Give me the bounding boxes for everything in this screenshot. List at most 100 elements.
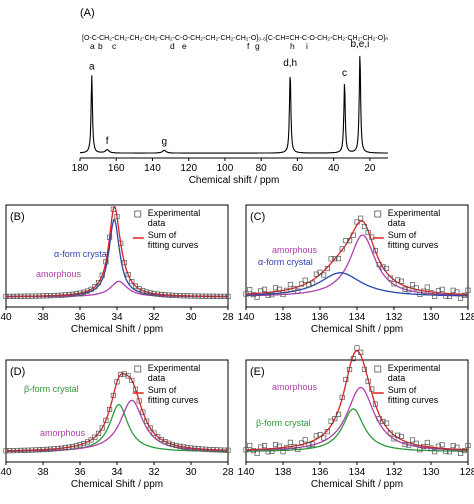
- experimental-point: [269, 292, 275, 298]
- experimental-point: [210, 293, 216, 299]
- plot-frame: [5, 359, 229, 463]
- sum-curve: [6, 373, 229, 452]
- x-axis-title: Chemical shift / ppm: [189, 175, 280, 186]
- x-tick-label: 30: [185, 467, 197, 478]
- peak-label: d,h: [283, 58, 297, 69]
- experimental-point: [118, 371, 124, 378]
- experimental-point: [295, 288, 301, 294]
- experimental-point: [7, 293, 13, 299]
- formula-text: [O-C-CH₂-CH₂-CH₂-CH₂-CH₂-C-O-CH₂-CH₂-CH₂…: [82, 33, 388, 42]
- experimental-point: [181, 293, 187, 299]
- experimental-point: [125, 271, 131, 278]
- panel-a: (A)af gd,hcb,e,i[O-C-CH₂-CH₂-CH₂-CH₂-CH₂-…: [72, 7, 388, 186]
- x-tick-label: 80: [256, 163, 268, 174]
- experimental-point: [44, 293, 50, 299]
- experimental-point: [380, 418, 386, 424]
- legend-marker-experimental: [134, 365, 142, 373]
- x-tick-label: 28: [222, 312, 234, 323]
- experimental-point: [243, 291, 249, 297]
- x-tick-label: 138: [275, 467, 292, 478]
- experimental-point: [25, 293, 31, 299]
- experimental-point: [107, 406, 113, 413]
- experimental-point: [18, 447, 24, 453]
- experimental-point: [354, 345, 360, 351]
- experimental-point: [177, 293, 183, 299]
- experimental-point: [350, 356, 356, 362]
- experimental-point: [118, 240, 124, 246]
- experimental-point: [269, 448, 275, 454]
- experimental-point: [147, 290, 153, 296]
- experimental-point: [358, 215, 364, 221]
- experimental-point: [73, 291, 79, 297]
- formula-label: c: [112, 41, 117, 51]
- experimental-point: [177, 443, 183, 449]
- x-tick-label: 140: [238, 312, 255, 323]
- x-tick-label: 140: [144, 163, 161, 174]
- experimental-point: [280, 449, 286, 455]
- x-axis-title: Chemical Shift / ppm: [311, 479, 403, 490]
- experimental-point: [328, 256, 334, 262]
- legend-text: data: [148, 218, 166, 228]
- experimental-point: [302, 437, 308, 443]
- experimental-point: [147, 425, 153, 431]
- experimental-point: [95, 279, 102, 286]
- x-tick-label: 140: [238, 467, 255, 478]
- peak-label: f: [106, 136, 109, 147]
- curve-annotation: β-form crystal: [256, 418, 311, 428]
- experimental-point: [276, 443, 282, 449]
- experimental-point: [10, 293, 16, 299]
- experimental-point: [70, 291, 76, 297]
- experimental-point: [421, 443, 427, 450]
- experimental-point: [261, 286, 268, 292]
- experimental-point: [287, 439, 293, 445]
- x-tick-label: 36: [74, 467, 86, 478]
- experimental-point: [435, 288, 441, 294]
- experimental-point: [317, 269, 323, 275]
- experimental-point: [14, 447, 20, 454]
- experimental-point: [199, 446, 205, 452]
- experimental-point: [81, 289, 87, 295]
- experimental-point: [391, 281, 397, 287]
- experimental-point: [280, 291, 286, 298]
- experimental-point: [155, 434, 161, 440]
- experimental-point: [166, 440, 172, 446]
- experimental-point: [417, 447, 423, 453]
- experimental-point: [103, 259, 109, 265]
- experimental-point: [402, 441, 408, 448]
- experimental-point: [265, 292, 271, 298]
- experimental-point: [225, 293, 231, 299]
- experimental-point: [3, 293, 9, 299]
- formula-label: i: [306, 41, 308, 51]
- experimental-point: [158, 291, 164, 298]
- experimental-point: [247, 442, 253, 449]
- legend-text: fitting curves: [388, 240, 439, 250]
- experimental-point: [428, 290, 434, 296]
- experimental-point: [66, 292, 72, 298]
- x-tick-label: 100: [217, 163, 234, 174]
- peak-label: c: [342, 68, 347, 79]
- curve-annotation: amorphous: [40, 428, 86, 438]
- experimental-point: [413, 440, 419, 446]
- component-curve: [246, 408, 468, 452]
- experimental-point: [188, 445, 194, 451]
- experimental-point: [151, 430, 157, 436]
- experimental-point: [125, 373, 131, 379]
- experimental-point: [343, 238, 349, 244]
- experimental-point: [376, 416, 382, 422]
- experimental-point: [369, 234, 375, 240]
- x-tick-label: 136: [312, 467, 329, 478]
- experimental-point: [332, 416, 338, 422]
- experimental-point: [421, 288, 427, 294]
- experimental-point: [88, 286, 94, 292]
- experimental-point: [140, 409, 146, 415]
- experimental-point: [258, 444, 264, 450]
- curve-annotation: amorphous: [36, 269, 82, 279]
- experimental-point: [77, 290, 83, 296]
- experimental-point: [184, 293, 190, 299]
- peak-label: a: [89, 61, 95, 72]
- experimental-point: [321, 272, 327, 278]
- experimental-point: [273, 285, 279, 291]
- experimental-point: [310, 280, 316, 286]
- experimental-point: [402, 286, 408, 292]
